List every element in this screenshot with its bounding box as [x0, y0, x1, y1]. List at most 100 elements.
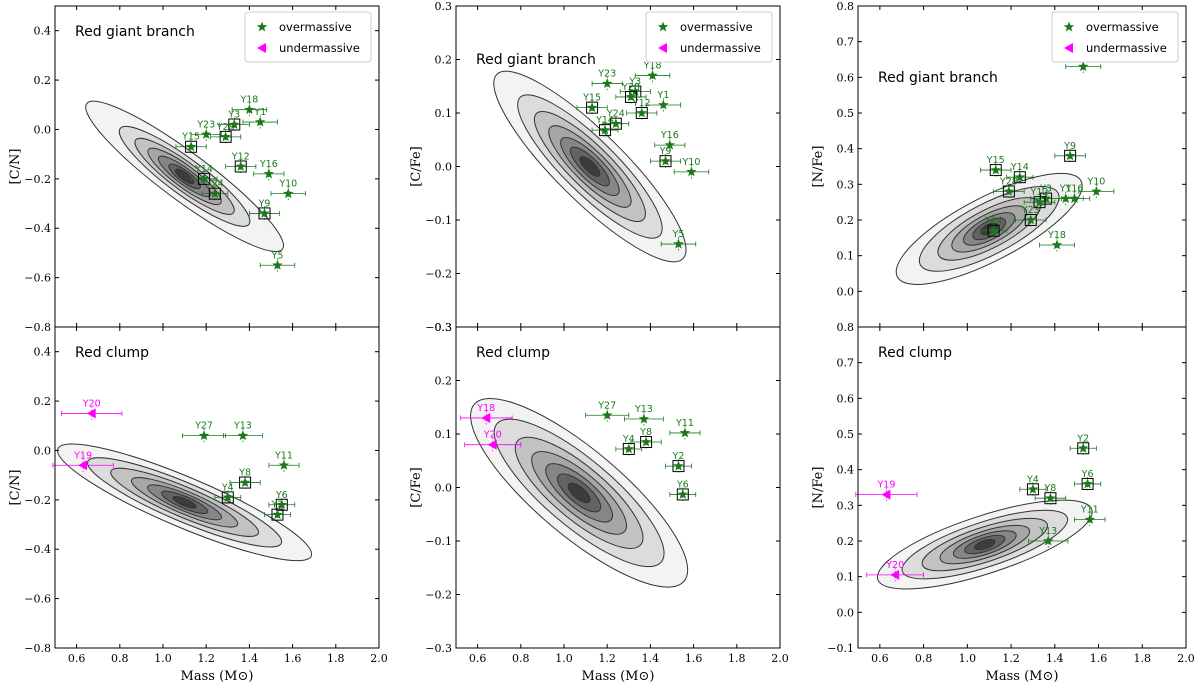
- highlight-box: [1064, 149, 1077, 162]
- point-label: Y15: [181, 132, 200, 143]
- star-marker: [220, 131, 231, 142]
- x-tick-label: 1.0: [555, 652, 573, 665]
- panel-rgb-nfe: Y5Y9Y15Y14Y28Y10Y16Y1Y3Y12Y23Y24Y180.00.…: [811, 0, 1187, 328]
- point-label: Y4: [1026, 474, 1039, 485]
- y-tick-label: 0.1: [837, 571, 855, 584]
- highlight-box: [198, 172, 211, 185]
- triangle-marker: [86, 408, 96, 419]
- point-label: Y13: [634, 404, 653, 415]
- point-y18: Y18: [459, 403, 513, 425]
- point-y6: Y6: [669, 479, 697, 502]
- y-tick-label: 0.2: [34, 395, 52, 408]
- x-tick-label: 1.8: [728, 652, 746, 665]
- x-tick-label: 1.8: [1134, 652, 1152, 665]
- point-label: Y8: [238, 468, 251, 479]
- point-y14: Y14: [591, 115, 619, 138]
- star-marker: [1040, 193, 1052, 204]
- star-marker: [647, 70, 658, 80]
- y-tick-label: −0.8: [24, 321, 51, 334]
- point-label: Y6: [275, 490, 288, 501]
- point-label: Y12: [231, 152, 250, 163]
- x-tick-label: 1.0: [959, 652, 977, 665]
- panel-rc-cfe: Y27 Y18 Y13 Y11 Y8 Y20 Y4 Y2 Y6 0.6 0.8 1.0 1.2 1.4 1.…: [409, 321, 789, 684]
- y-tick-label: −0.1: [425, 214, 452, 227]
- x-tick-label: 1.4: [241, 652, 259, 665]
- point-y5: Y5: [660, 229, 697, 252]
- legend: overmassive undermassive: [645, 11, 773, 63]
- y-tick-label: −0.4: [24, 543, 51, 556]
- x-tick-label: 2.0: [1177, 652, 1195, 665]
- y-tick-label: −0.2: [425, 589, 452, 602]
- highlight-box: [1040, 192, 1053, 205]
- star-marker: [673, 460, 684, 471]
- highlight-box: [989, 164, 1002, 177]
- x-tick-label: 1.6: [1090, 652, 1108, 665]
- y-tick-label: 0.7: [837, 36, 855, 49]
- y-tick-label: 0.5: [837, 428, 855, 441]
- y-tick-label: −0.2: [425, 268, 452, 281]
- y-axis-label: [C/Fe]: [409, 146, 424, 186]
- point-y19: Y19: [855, 480, 918, 502]
- legend-label: undermassive: [279, 41, 360, 55]
- highlight-box: [1044, 492, 1057, 505]
- star-marker: [244, 104, 255, 115]
- star-marker: [640, 436, 652, 447]
- point-label: Y11: [675, 418, 694, 429]
- y-tick-label: 0.6: [837, 392, 855, 405]
- star-marker: [988, 225, 999, 236]
- legend-box: [645, 11, 773, 63]
- point-y12: Y12: [626, 98, 658, 120]
- point-label: Y15: [582, 93, 601, 104]
- star-marker: [222, 491, 234, 502]
- star-marker: [239, 477, 251, 488]
- point-label: Y23: [196, 119, 215, 130]
- star-marker: [990, 164, 1001, 175]
- highlight-box: [1033, 196, 1046, 209]
- triangle-marker: [481, 412, 491, 423]
- x-tick-label: 1.8: [327, 652, 345, 665]
- point-y23: Y23: [190, 119, 222, 142]
- triangle-marker: [890, 569, 900, 580]
- point-label: Y9: [258, 198, 271, 209]
- point-label: Y12: [1030, 187, 1049, 198]
- star-marker: [278, 459, 290, 470]
- point-label: Y2: [1076, 433, 1089, 444]
- point-label: Y28: [216, 122, 235, 133]
- contour-level-7: [172, 496, 197, 509]
- x-tick-label: 0.6: [871, 652, 889, 665]
- point-y4: Y4: [1019, 474, 1047, 497]
- star-marker: [599, 124, 611, 135]
- ticks: 0.6 0.8 1.0 1.2 1.4 1.6 1.8 2.0 −0.8 −0.6 −0.4 −0.2…: [24, 327, 388, 665]
- star-marker: [1091, 185, 1102, 196]
- point-y27: Y27: [182, 421, 227, 443]
- star-marker: [209, 188, 221, 199]
- legend-triangle-icon: [257, 43, 266, 53]
- point-y28: Y28: [993, 176, 1025, 199]
- highlight-box: [1002, 185, 1015, 198]
- point-y9: Y9: [248, 198, 281, 221]
- point-label: Y4: [221, 482, 234, 493]
- point-label: Y6: [1081, 469, 1094, 480]
- point-label: Y5: [672, 229, 685, 240]
- triangle-marker: [78, 460, 88, 471]
- point-label: Y18: [239, 95, 258, 106]
- point-y3: Y3: [218, 110, 250, 132]
- y-tick-label: 0.4: [837, 464, 855, 477]
- point-label: Y3: [227, 110, 240, 121]
- point-y8: Y8: [630, 427, 662, 450]
- star-marker: [586, 102, 598, 113]
- y-axis-label: [C/N]: [8, 149, 23, 185]
- point-label: Y14: [595, 115, 614, 126]
- highlight-box: [258, 207, 271, 220]
- point-label: Y15: [986, 155, 1005, 166]
- point-label: Y27: [194, 421, 213, 432]
- y-tick-label: 0.4: [34, 25, 52, 38]
- y-tick-label: −0.8: [24, 642, 51, 655]
- density-contours: [470, 398, 689, 588]
- point-label: Y1: [656, 90, 669, 101]
- point-y13: Y13: [223, 421, 263, 443]
- y-tick-label: 0.3: [435, 321, 453, 334]
- y-tick-label: 0.5: [837, 107, 855, 120]
